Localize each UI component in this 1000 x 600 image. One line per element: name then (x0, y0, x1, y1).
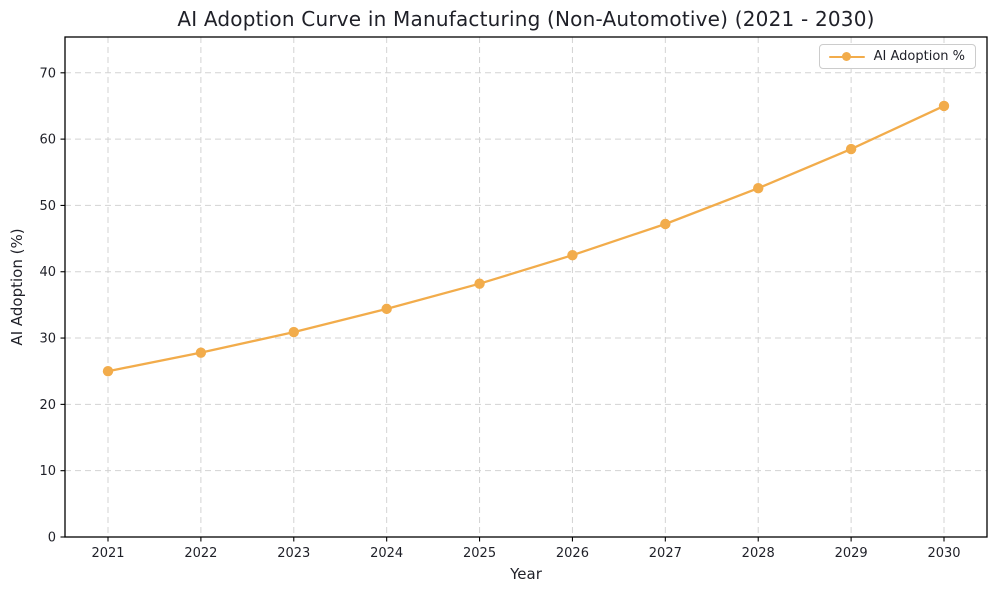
data-point-2028 (753, 182, 764, 194)
data-point-2027 (660, 218, 671, 230)
chart-title: AI Adoption Curve in Manufacturing (Non-… (177, 7, 875, 31)
x-tick-label: 2030 (927, 546, 960, 561)
x-axis-label: Year (510, 565, 542, 583)
x-tick-label: 2023 (277, 546, 310, 561)
x-tick-label: 2025 (463, 546, 496, 561)
data-point-2023 (288, 326, 299, 338)
y-tick-label: 10 (39, 464, 56, 479)
data-point-2026 (567, 249, 578, 261)
x-tick-label: 2027 (649, 546, 682, 561)
x-tick-label: 2022 (184, 546, 217, 561)
adoption-line-series (106, 104, 946, 373)
x-tick-label: 2024 (370, 546, 403, 561)
x-tick-label: 2028 (742, 546, 775, 561)
plot-border (64, 36, 988, 538)
legend-line-marker-icon (828, 51, 865, 63)
y-tick-label: 30 (39, 332, 56, 347)
data-point-2024 (381, 303, 392, 315)
y-tick-label: 50 (39, 199, 56, 214)
x-tick-label: 2029 (835, 546, 868, 561)
data-point-2030 (938, 100, 950, 112)
data-point-2021 (102, 366, 114, 377)
y-axis-label: AI Adoption (%) (8, 228, 26, 346)
y-tick-label: 0 (48, 531, 56, 546)
data-point-2022 (195, 347, 207, 358)
y-tick-label: 70 (39, 66, 56, 81)
legend-marker-dot (842, 52, 852, 61)
y-tick-label: 40 (39, 265, 56, 280)
y-tick-label: 60 (39, 133, 56, 148)
legend: AI Adoption % (818, 44, 976, 69)
y-tick-label: 20 (39, 398, 56, 413)
data-point-2029 (845, 143, 857, 155)
x-tick-label: 2021 (91, 546, 124, 561)
legend-label: AI Adoption % (873, 49, 965, 64)
x-tick-label: 2026 (556, 546, 589, 561)
data-point-2025 (474, 278, 485, 289)
